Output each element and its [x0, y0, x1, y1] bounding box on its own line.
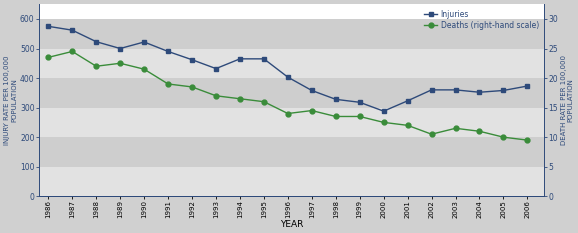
Injuries [92, 40, 99, 43]
Deaths (right-hand scale) [165, 82, 172, 85]
Injuries [524, 85, 531, 87]
Y-axis label: DEATH RATE PER 100,000
POPULATION: DEATH RATE PER 100,000 POPULATION [561, 55, 574, 145]
Injuries [261, 58, 268, 60]
Legend: Injuries, Deaths (right-hand scale): Injuries, Deaths (right-hand scale) [422, 8, 540, 31]
Injuries [69, 29, 76, 32]
Bar [39, 19, 544, 48]
Y-axis label: INJURY RATE PER 100,000
POPULATION: INJURY RATE PER 100,000 POPULATION [4, 55, 17, 145]
Deaths (right-hand scale) [188, 86, 195, 88]
X-axis label: YEAR: YEAR [280, 220, 303, 229]
Deaths (right-hand scale) [356, 115, 363, 118]
Deaths (right-hand scale) [380, 121, 387, 124]
Deaths (right-hand scale) [92, 65, 99, 68]
Injuries [165, 50, 172, 53]
Deaths (right-hand scale) [117, 62, 124, 65]
Injuries [188, 58, 195, 61]
Deaths (right-hand scale) [69, 50, 76, 53]
Injuries [332, 98, 339, 101]
Deaths (right-hand scale) [284, 112, 291, 115]
Deaths (right-hand scale) [308, 109, 315, 112]
Bar [39, 137, 544, 167]
Deaths (right-hand scale) [140, 68, 147, 71]
Deaths (right-hand scale) [236, 97, 243, 100]
Injuries [500, 89, 507, 92]
Line: Deaths (right-hand scale): Deaths (right-hand scale) [46, 49, 530, 143]
Deaths (right-hand scale) [500, 136, 507, 139]
Deaths (right-hand scale) [524, 139, 531, 141]
Injuries [308, 89, 315, 92]
Deaths (right-hand scale) [261, 100, 268, 103]
Injuries [236, 58, 243, 60]
Injuries [140, 41, 147, 43]
Deaths (right-hand scale) [213, 94, 220, 97]
Deaths (right-hand scale) [45, 56, 52, 59]
Injuries [404, 99, 411, 102]
Deaths (right-hand scale) [428, 133, 435, 136]
Bar [39, 167, 544, 196]
Injuries [213, 67, 220, 70]
Deaths (right-hand scale) [332, 115, 339, 118]
Injuries [117, 47, 124, 50]
Injuries [476, 91, 483, 94]
Injuries [45, 25, 52, 28]
Deaths (right-hand scale) [476, 130, 483, 133]
Deaths (right-hand scale) [404, 124, 411, 127]
Injuries [452, 89, 459, 91]
Bar [39, 48, 544, 78]
Injuries [356, 101, 363, 104]
Bar [39, 78, 544, 108]
Injuries [380, 110, 387, 113]
Line: Injuries: Injuries [46, 24, 530, 114]
Injuries [428, 89, 435, 91]
Deaths (right-hand scale) [452, 127, 459, 130]
Injuries [284, 76, 291, 79]
Bar [39, 108, 544, 137]
